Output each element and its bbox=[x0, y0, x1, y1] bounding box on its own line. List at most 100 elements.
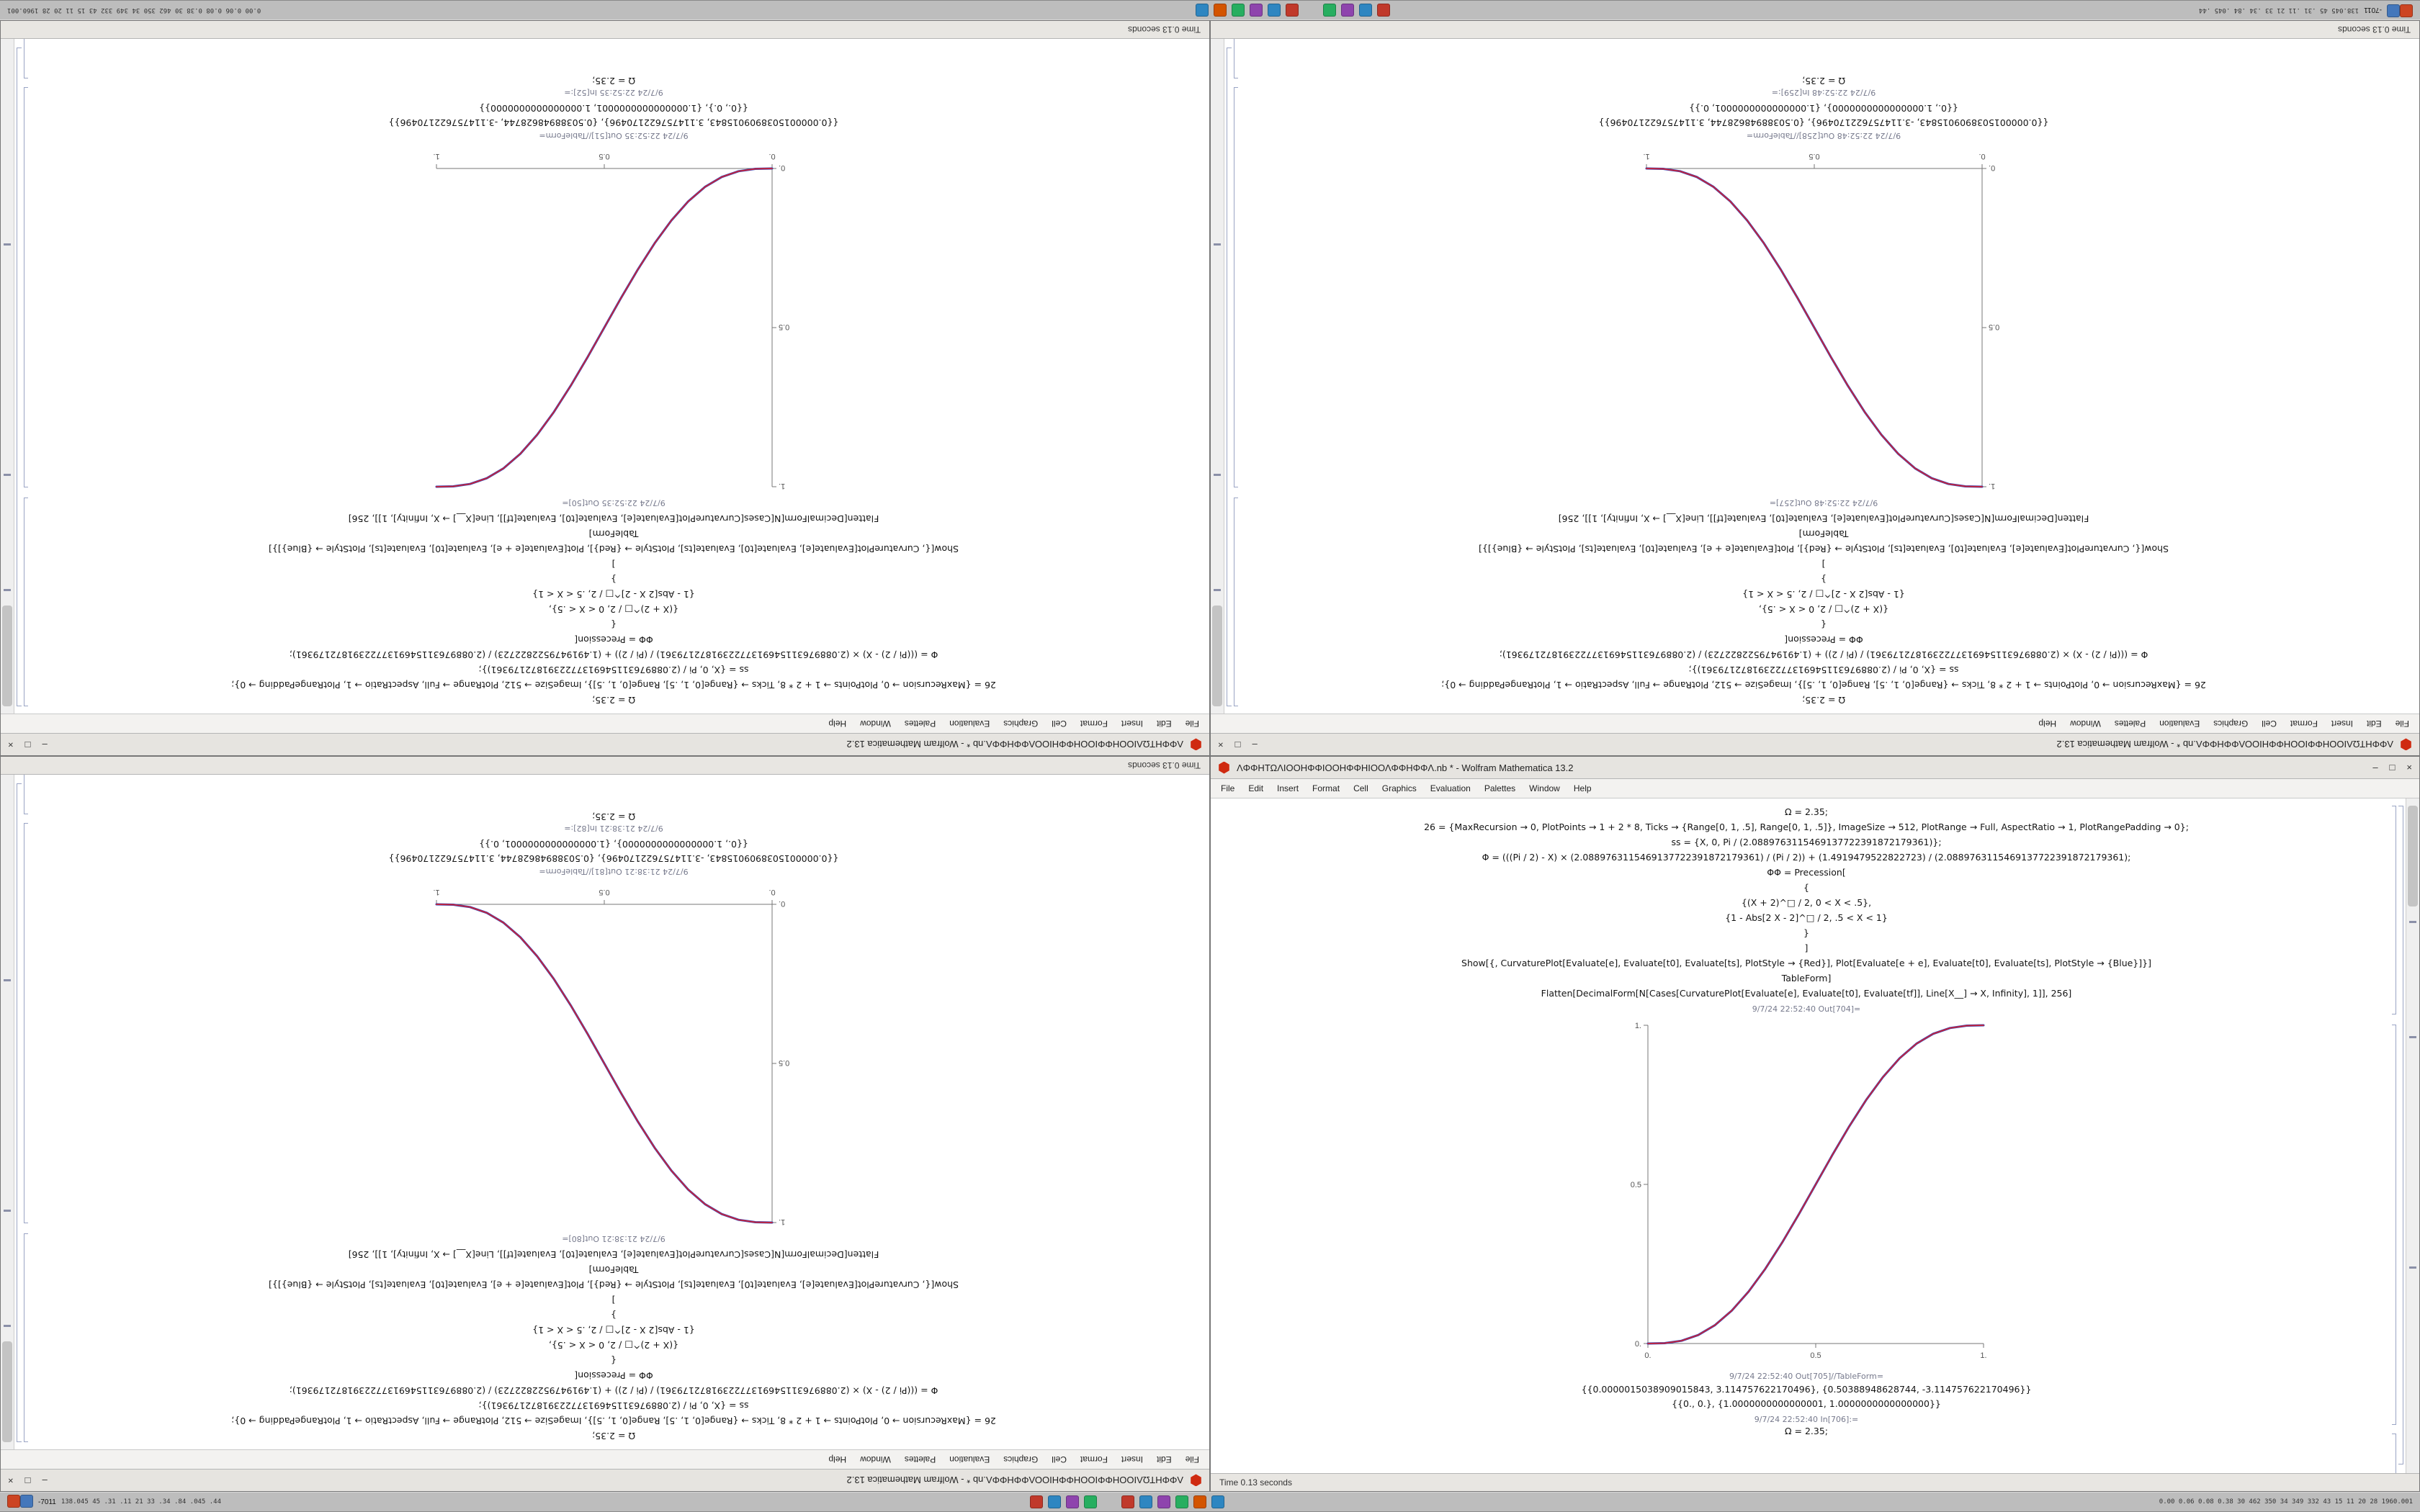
code-line[interactable]: TableForm] bbox=[588, 528, 639, 539]
menu-item[interactable]: Edit bbox=[1248, 783, 1264, 793]
next-code-line[interactable]: Ω = 2.35; bbox=[1784, 1426, 1829, 1436]
launcher-icon[interactable] bbox=[2400, 4, 2413, 18]
code-line[interactable]: Flatten[DecimalForm[N[Cases[CurvaturePlo… bbox=[1541, 988, 2072, 999]
code-line[interactable]: {(X + 2)^□ / 2, 0 < X < .5}, bbox=[1758, 604, 1889, 615]
vertical-scrollbar[interactable] bbox=[1, 39, 14, 714]
code-line[interactable]: TableForm] bbox=[1781, 973, 1832, 984]
app-icon-4[interactable] bbox=[1084, 1495, 1097, 1508]
sigmoid-plot[interactable]: 0. 0. 0.5 0.5 1. 1. bbox=[1636, 144, 2011, 497]
sigmoid-plot[interactable]: 0. 0. 0.5 0.5 1. 1. bbox=[426, 880, 801, 1233]
minimize-button[interactable]: – bbox=[42, 1475, 48, 1486]
code-line[interactable]: {1 - Abs[2 X - 2]^□ / 2, .5 < X < 1} bbox=[532, 589, 695, 600]
files-icon[interactable] bbox=[20, 1494, 33, 1508]
code-line[interactable]: Φ = (((Pi / 2) - X) × (2.088976311546913… bbox=[289, 649, 938, 660]
menu-item[interactable]: Evaluation bbox=[1430, 783, 1471, 793]
app-icon-2[interactable] bbox=[1359, 4, 1372, 17]
cell-bracket-group[interactable] bbox=[2398, 806, 2403, 1464]
next-code-line[interactable]: Ω = 2.35; bbox=[591, 811, 636, 822]
code-line[interactable]: TableForm] bbox=[1798, 528, 1849, 539]
close-button[interactable]: × bbox=[8, 1475, 14, 1486]
code-line[interactable]: { bbox=[1821, 619, 1827, 630]
cell-bracket-group[interactable] bbox=[17, 48, 22, 706]
window-titlebar[interactable]: ΛΦΦΗΤΩΛΙΟΟΗΦΦΙΟΟΗΦΦΗΙΟΟΛΦΦΗΦΦΛ.nb * - Wo… bbox=[1211, 757, 2419, 779]
code-line[interactable]: Show[{, CurvaturePlot[Evaluate[e], Evalu… bbox=[269, 544, 959, 554]
menu-item[interactable]: Graphics bbox=[1381, 783, 1417, 793]
app-icon-2[interactable] bbox=[1048, 1495, 1061, 1508]
app-icon-7[interactable] bbox=[1157, 1495, 1170, 1508]
scrollbar-thumb[interactable] bbox=[2408, 806, 2418, 906]
cell-bracket-results[interactable] bbox=[2392, 1434, 2396, 1473]
app-icon-4[interactable] bbox=[1323, 4, 1336, 17]
menu-item[interactable]: Cell bbox=[1052, 719, 1067, 729]
code-line[interactable]: Ω = 2.35; bbox=[591, 1431, 636, 1441]
scrollbar-thumb[interactable] bbox=[2, 606, 12, 706]
code-line[interactable]: ΦΦ = Precession[ bbox=[574, 1370, 653, 1381]
window-titlebar[interactable]: ΛΦΦΗΤΩΛΙΟΟΗΦΦΙΟΟΗΦΦΗΙΟΟΛΦΦΗΦΦΛ.nb * - Wo… bbox=[1, 733, 1209, 755]
cell-bracket-input[interactable] bbox=[24, 1233, 28, 1442]
cell-bracket-input[interactable] bbox=[1234, 498, 1238, 706]
code-line[interactable]: Flatten[DecimalForm[N[Cases[CurvaturePlo… bbox=[1558, 513, 2089, 524]
code-line[interactable]: {1 - Abs[2 X - 2]^□ / 2, .5 < X < 1} bbox=[1742, 589, 1905, 600]
app-icon-3[interactable] bbox=[1341, 4, 1354, 17]
menu-item[interactable]: Cell bbox=[1353, 783, 1368, 793]
app-icon-8[interactable] bbox=[1232, 4, 1245, 17]
vertical-scrollbar[interactable] bbox=[1, 775, 14, 1449]
code-line[interactable]: Flatten[DecimalForm[N[Cases[CurvaturePlo… bbox=[348, 1249, 879, 1260]
maximize-button[interactable]: □ bbox=[2389, 762, 2396, 773]
window-titlebar[interactable]: ΛΦΦΗΤΩΛΙΟΟΗΦΦΙΟΟΗΦΦΗΙΟΟΛΦΦΗΦΦΛ.nb * - Wo… bbox=[1, 1469, 1209, 1491]
menu-item[interactable]: Palettes bbox=[2114, 719, 2146, 729]
menu-item[interactable]: Palettes bbox=[904, 1454, 936, 1464]
menu-item[interactable]: Cell bbox=[2262, 719, 2277, 729]
menu-item[interactable]: Graphics bbox=[2213, 719, 2249, 729]
menu-item[interactable]: Window bbox=[860, 1454, 891, 1464]
menu-item[interactable]: Insert bbox=[2331, 719, 2353, 729]
code-line[interactable]: {(X + 2)^□ / 2, 0 < X < .5}, bbox=[1741, 897, 1872, 908]
code-line[interactable]: ] bbox=[611, 559, 616, 570]
code-line[interactable]: Ω = 2.35; bbox=[591, 695, 636, 706]
menu-item[interactable]: Format bbox=[1312, 783, 1340, 793]
next-code-line[interactable]: Ω = 2.35; bbox=[591, 76, 636, 86]
menu-item[interactable]: Help bbox=[1573, 783, 1592, 793]
menu-item[interactable]: File bbox=[1221, 783, 1235, 793]
code-line[interactable]: {1 - Abs[2 X - 2]^□ / 2, .5 < X < 1} bbox=[532, 1325, 695, 1336]
menu-item[interactable]: Format bbox=[1080, 719, 1108, 729]
window-titlebar[interactable]: ΛΦΦΗΤΩΛΙΟΟΗΦΦΙΟΟΗΦΦΗΙΟΟΛΦΦΗΦΦΛ.nb * - Wo… bbox=[1211, 733, 2419, 755]
cell-bracket-input[interactable] bbox=[24, 498, 28, 706]
close-button[interactable]: × bbox=[2406, 762, 2412, 773]
menu-item[interactable]: Window bbox=[1529, 783, 1560, 793]
code-line[interactable]: {(X + 2)^□ / 2, 0 < X < .5}, bbox=[548, 1340, 679, 1351]
cell-bracket-input[interactable] bbox=[2392, 806, 2396, 1014]
launcher-icon[interactable] bbox=[7, 1494, 20, 1508]
menu-item[interactable]: Insert bbox=[1121, 719, 1143, 729]
minimize-button[interactable]: – bbox=[1252, 739, 1258, 750]
app-icon-7[interactable] bbox=[1250, 4, 1263, 17]
code-line[interactable]: {(X + 2)^□ / 2, 0 < X < .5}, bbox=[548, 604, 679, 615]
code-line[interactable]: 26 = {MaxRecursion → 0, PlotPoints → 1 +… bbox=[1441, 680, 2206, 690]
menu-item[interactable]: Insert bbox=[1277, 783, 1299, 793]
code-line[interactable]: 26 = {MaxRecursion → 0, PlotPoints → 1 +… bbox=[1424, 822, 2189, 832]
app-icon-8[interactable] bbox=[1175, 1495, 1188, 1508]
menu-item[interactable]: Format bbox=[2290, 719, 2318, 729]
cell-bracket-group[interactable] bbox=[1227, 48, 1232, 706]
code-line[interactable]: {1 - Abs[2 X - 2]^□ / 2, .5 < X < 1} bbox=[1725, 912, 1888, 923]
code-line[interactable]: { bbox=[611, 1355, 617, 1366]
menu-item[interactable]: Insert bbox=[1121, 1454, 1143, 1464]
code-line[interactable]: Flatten[DecimalForm[N[Cases[CurvaturePlo… bbox=[348, 513, 879, 524]
scrollbar-thumb[interactable] bbox=[2, 1341, 12, 1442]
next-code-line[interactable]: Ω = 2.35; bbox=[1801, 76, 1846, 86]
app-icon-5[interactable] bbox=[1121, 1495, 1134, 1508]
code-line[interactable]: { bbox=[1803, 882, 1809, 893]
menu-item[interactable]: Format bbox=[1080, 1454, 1108, 1464]
vertical-scrollbar[interactable] bbox=[2406, 798, 2419, 1473]
code-line[interactable]: 26 = {MaxRecursion → 0, PlotPoints → 1 +… bbox=[231, 1416, 996, 1426]
menu-item[interactable]: Help bbox=[2038, 719, 2057, 729]
cell-bracket-results[interactable] bbox=[1234, 39, 1238, 78]
menu-item[interactable]: Graphics bbox=[1003, 1454, 1039, 1464]
code-line[interactable]: 26 = {MaxRecursion → 0, PlotPoints → 1 +… bbox=[231, 680, 996, 690]
code-line[interactable]: ΦΦ = Precession[ bbox=[1784, 634, 1863, 645]
menu-item[interactable]: File bbox=[2395, 719, 2409, 729]
menu-item[interactable]: Palettes bbox=[1484, 783, 1516, 793]
menu-item[interactable]: File bbox=[1185, 719, 1199, 729]
code-line[interactable]: ss = {X, 0, Pi / (2.08897631154691377223… bbox=[1688, 665, 1959, 675]
menu-item[interactable]: File bbox=[1185, 1454, 1199, 1464]
